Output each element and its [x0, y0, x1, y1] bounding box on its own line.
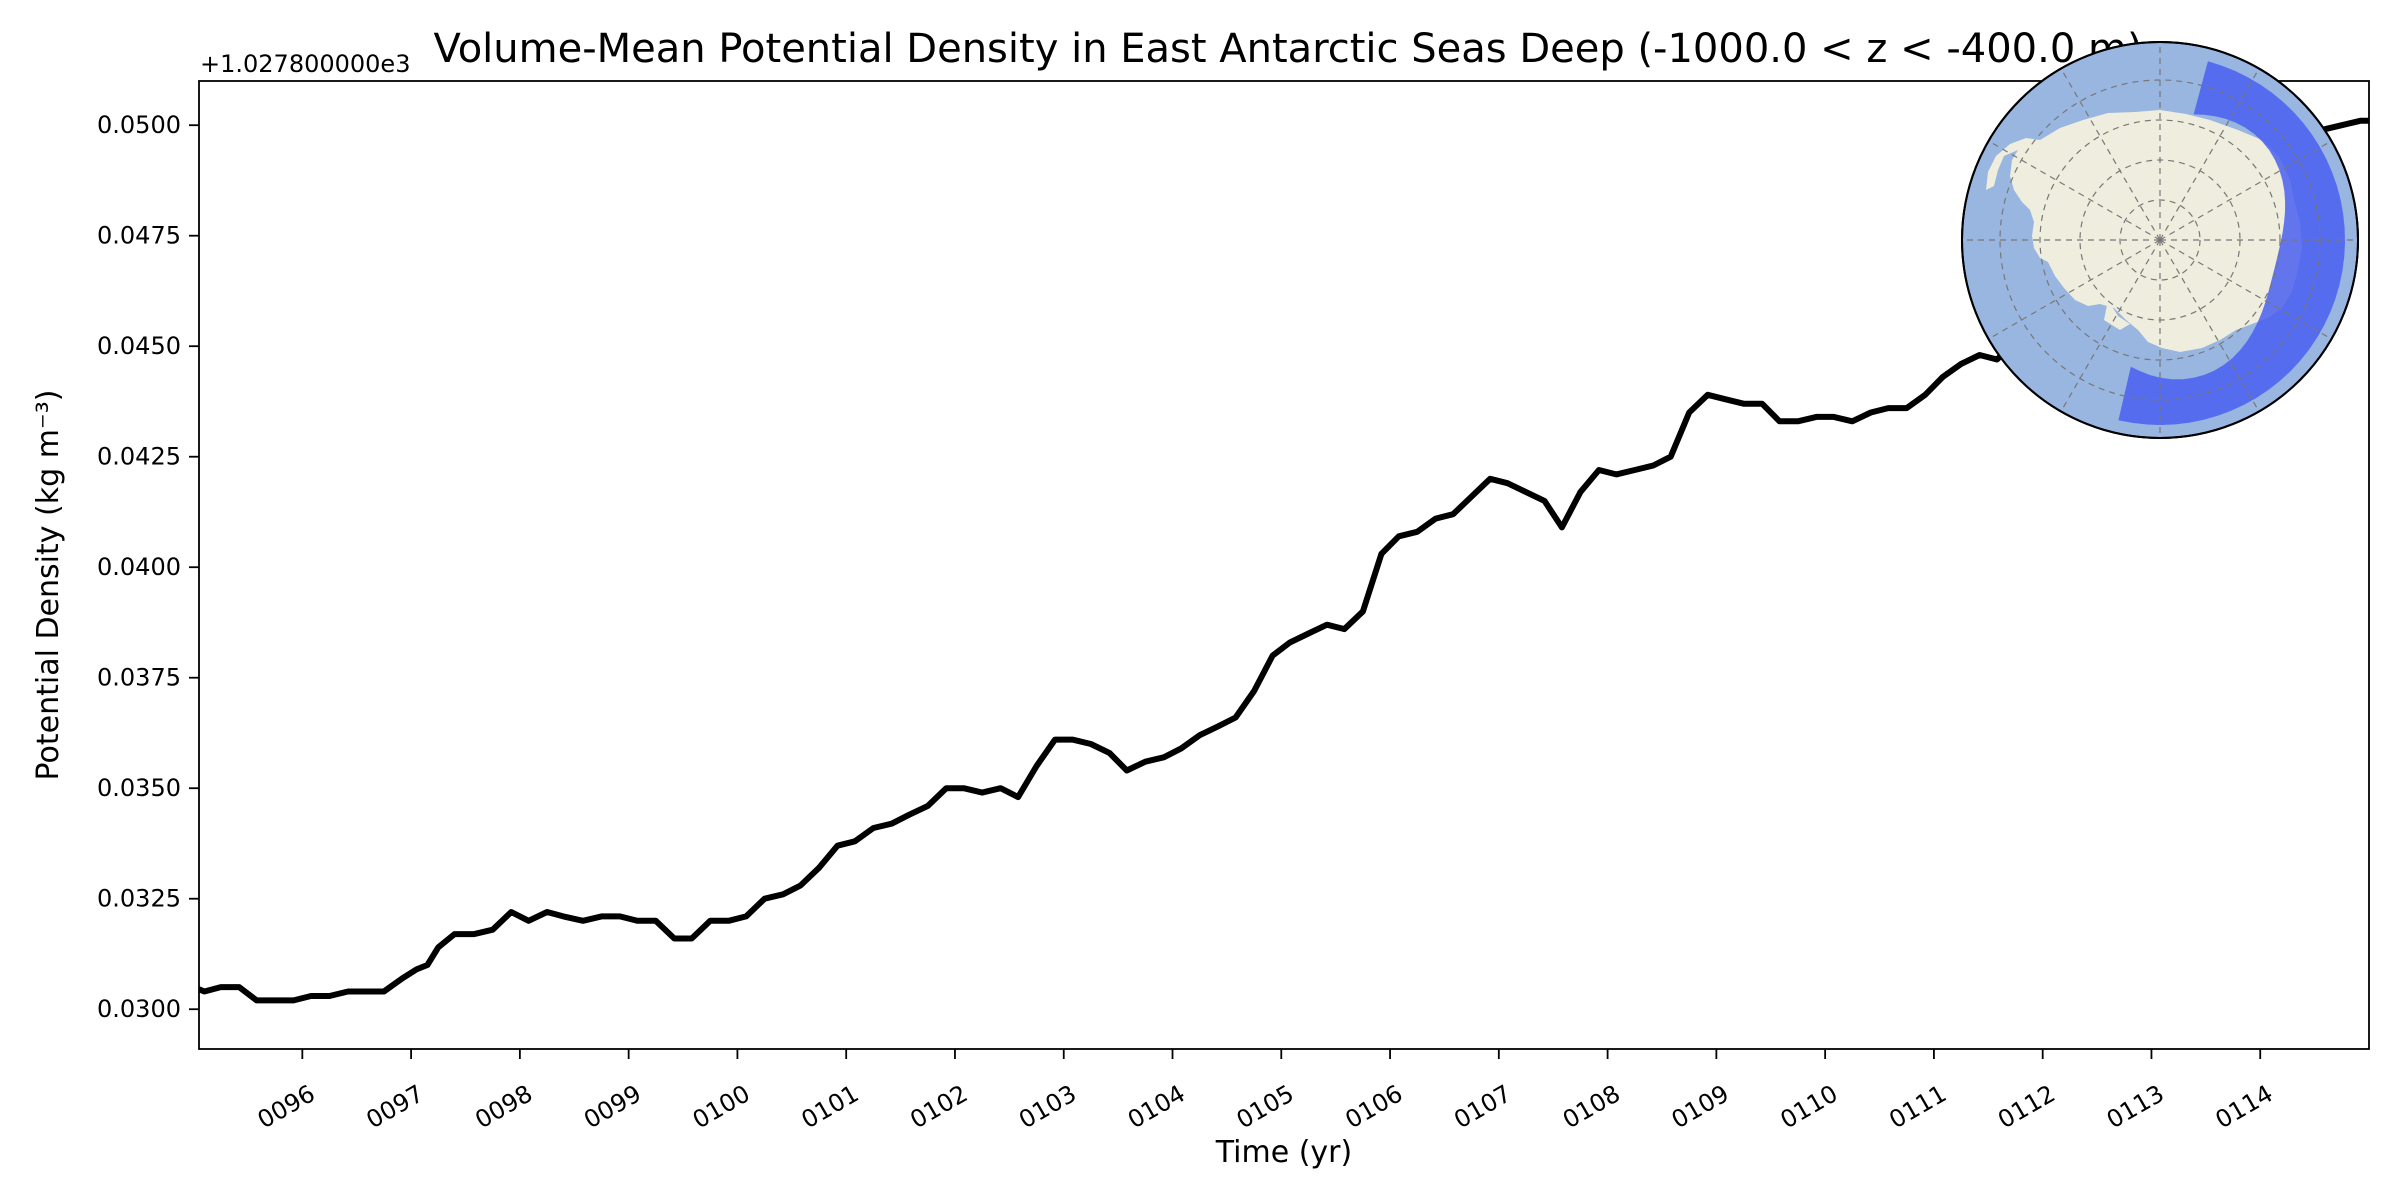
x-tick-label: 0109	[1667, 1079, 1734, 1134]
x-tick-label: 0112	[1993, 1079, 2060, 1134]
x-tick-label: 0110	[1776, 1079, 1843, 1134]
graticule-meridian	[1988, 140, 2161, 241]
y-tick-label: 0.0325	[97, 885, 181, 913]
plot-area-frame	[198, 80, 2370, 1050]
graticule-meridian	[2060, 68, 2161, 241]
x-tick-label: 0105	[1232, 1079, 1299, 1134]
x-tick-label: 0113	[2102, 1079, 2169, 1134]
x-tick-label: 0108	[1558, 1079, 1625, 1134]
graticule-meridian	[2060, 239, 2161, 412]
y-axis-offset-label: +1.027800000e3	[200, 50, 410, 78]
inset-highlighted-region	[2118, 61, 2345, 426]
x-tick-label: 0097	[362, 1079, 429, 1134]
graticule-meridian	[2159, 239, 2332, 340]
inset-border	[1961, 41, 2359, 439]
x-tick-label: 0114	[2211, 1079, 2278, 1134]
graticule-circle	[2039, 119, 2281, 361]
inset-ice-shelf	[2104, 300, 2130, 330]
x-axis-ticks: 0096 0097 0098 0099 0100 0101 0102 0103 0104 0105…	[253, 1049, 2278, 1134]
x-tick-label: 0100	[688, 1079, 755, 1134]
graticule-meridian	[2159, 239, 2260, 412]
x-axis-label: Time (yr)	[1215, 1135, 1352, 1170]
x-tick-label: 0103	[1014, 1079, 1081, 1134]
y-tick-label: 0.0400	[97, 553, 181, 581]
antarctica-inset-map	[1961, 41, 2359, 439]
x-tick-label: 0101	[797, 1079, 864, 1134]
x-tick-label: 0096	[253, 1079, 320, 1134]
x-tick-label: 0102	[905, 1079, 972, 1134]
y-tick-label: 0.0450	[97, 332, 181, 360]
y-tick-label: 0.0500	[97, 111, 181, 139]
y-axis-label: Potential Density (kg m⁻³)	[31, 390, 66, 781]
x-tick-label: 0107	[1449, 1079, 1516, 1134]
y-axis-ticks: 0.0300 0.0325 0.0350 0.0375 0.0400 0.0425 0.04…	[97, 111, 199, 1023]
y-tick-label: 0.0425	[97, 443, 181, 471]
chart-title: Volume-Mean Potential Density in East An…	[433, 26, 2142, 72]
x-tick-label: 0099	[579, 1079, 646, 1134]
graticule-circle	[2119, 199, 2201, 281]
inset-antarctica-landmass	[1986, 110, 2302, 352]
y-tick-label: 0.0375	[97, 664, 181, 692]
graticule-meridian	[2159, 140, 2332, 241]
x-tick-label: 0104	[1123, 1079, 1190, 1134]
x-tick-label: 0106	[1340, 1079, 1407, 1134]
x-tick-label: 0098	[470, 1079, 537, 1134]
y-tick-label: 0.0300	[97, 995, 181, 1023]
y-tick-label: 0.0475	[97, 222, 181, 250]
y-tick-label: 0.0350	[97, 774, 181, 802]
inset-graticule	[1963, 43, 2357, 437]
x-tick-label: 0111	[1884, 1079, 1951, 1134]
graticule-meridian	[2159, 68, 2260, 241]
graticule-meridian	[1988, 239, 2161, 340]
